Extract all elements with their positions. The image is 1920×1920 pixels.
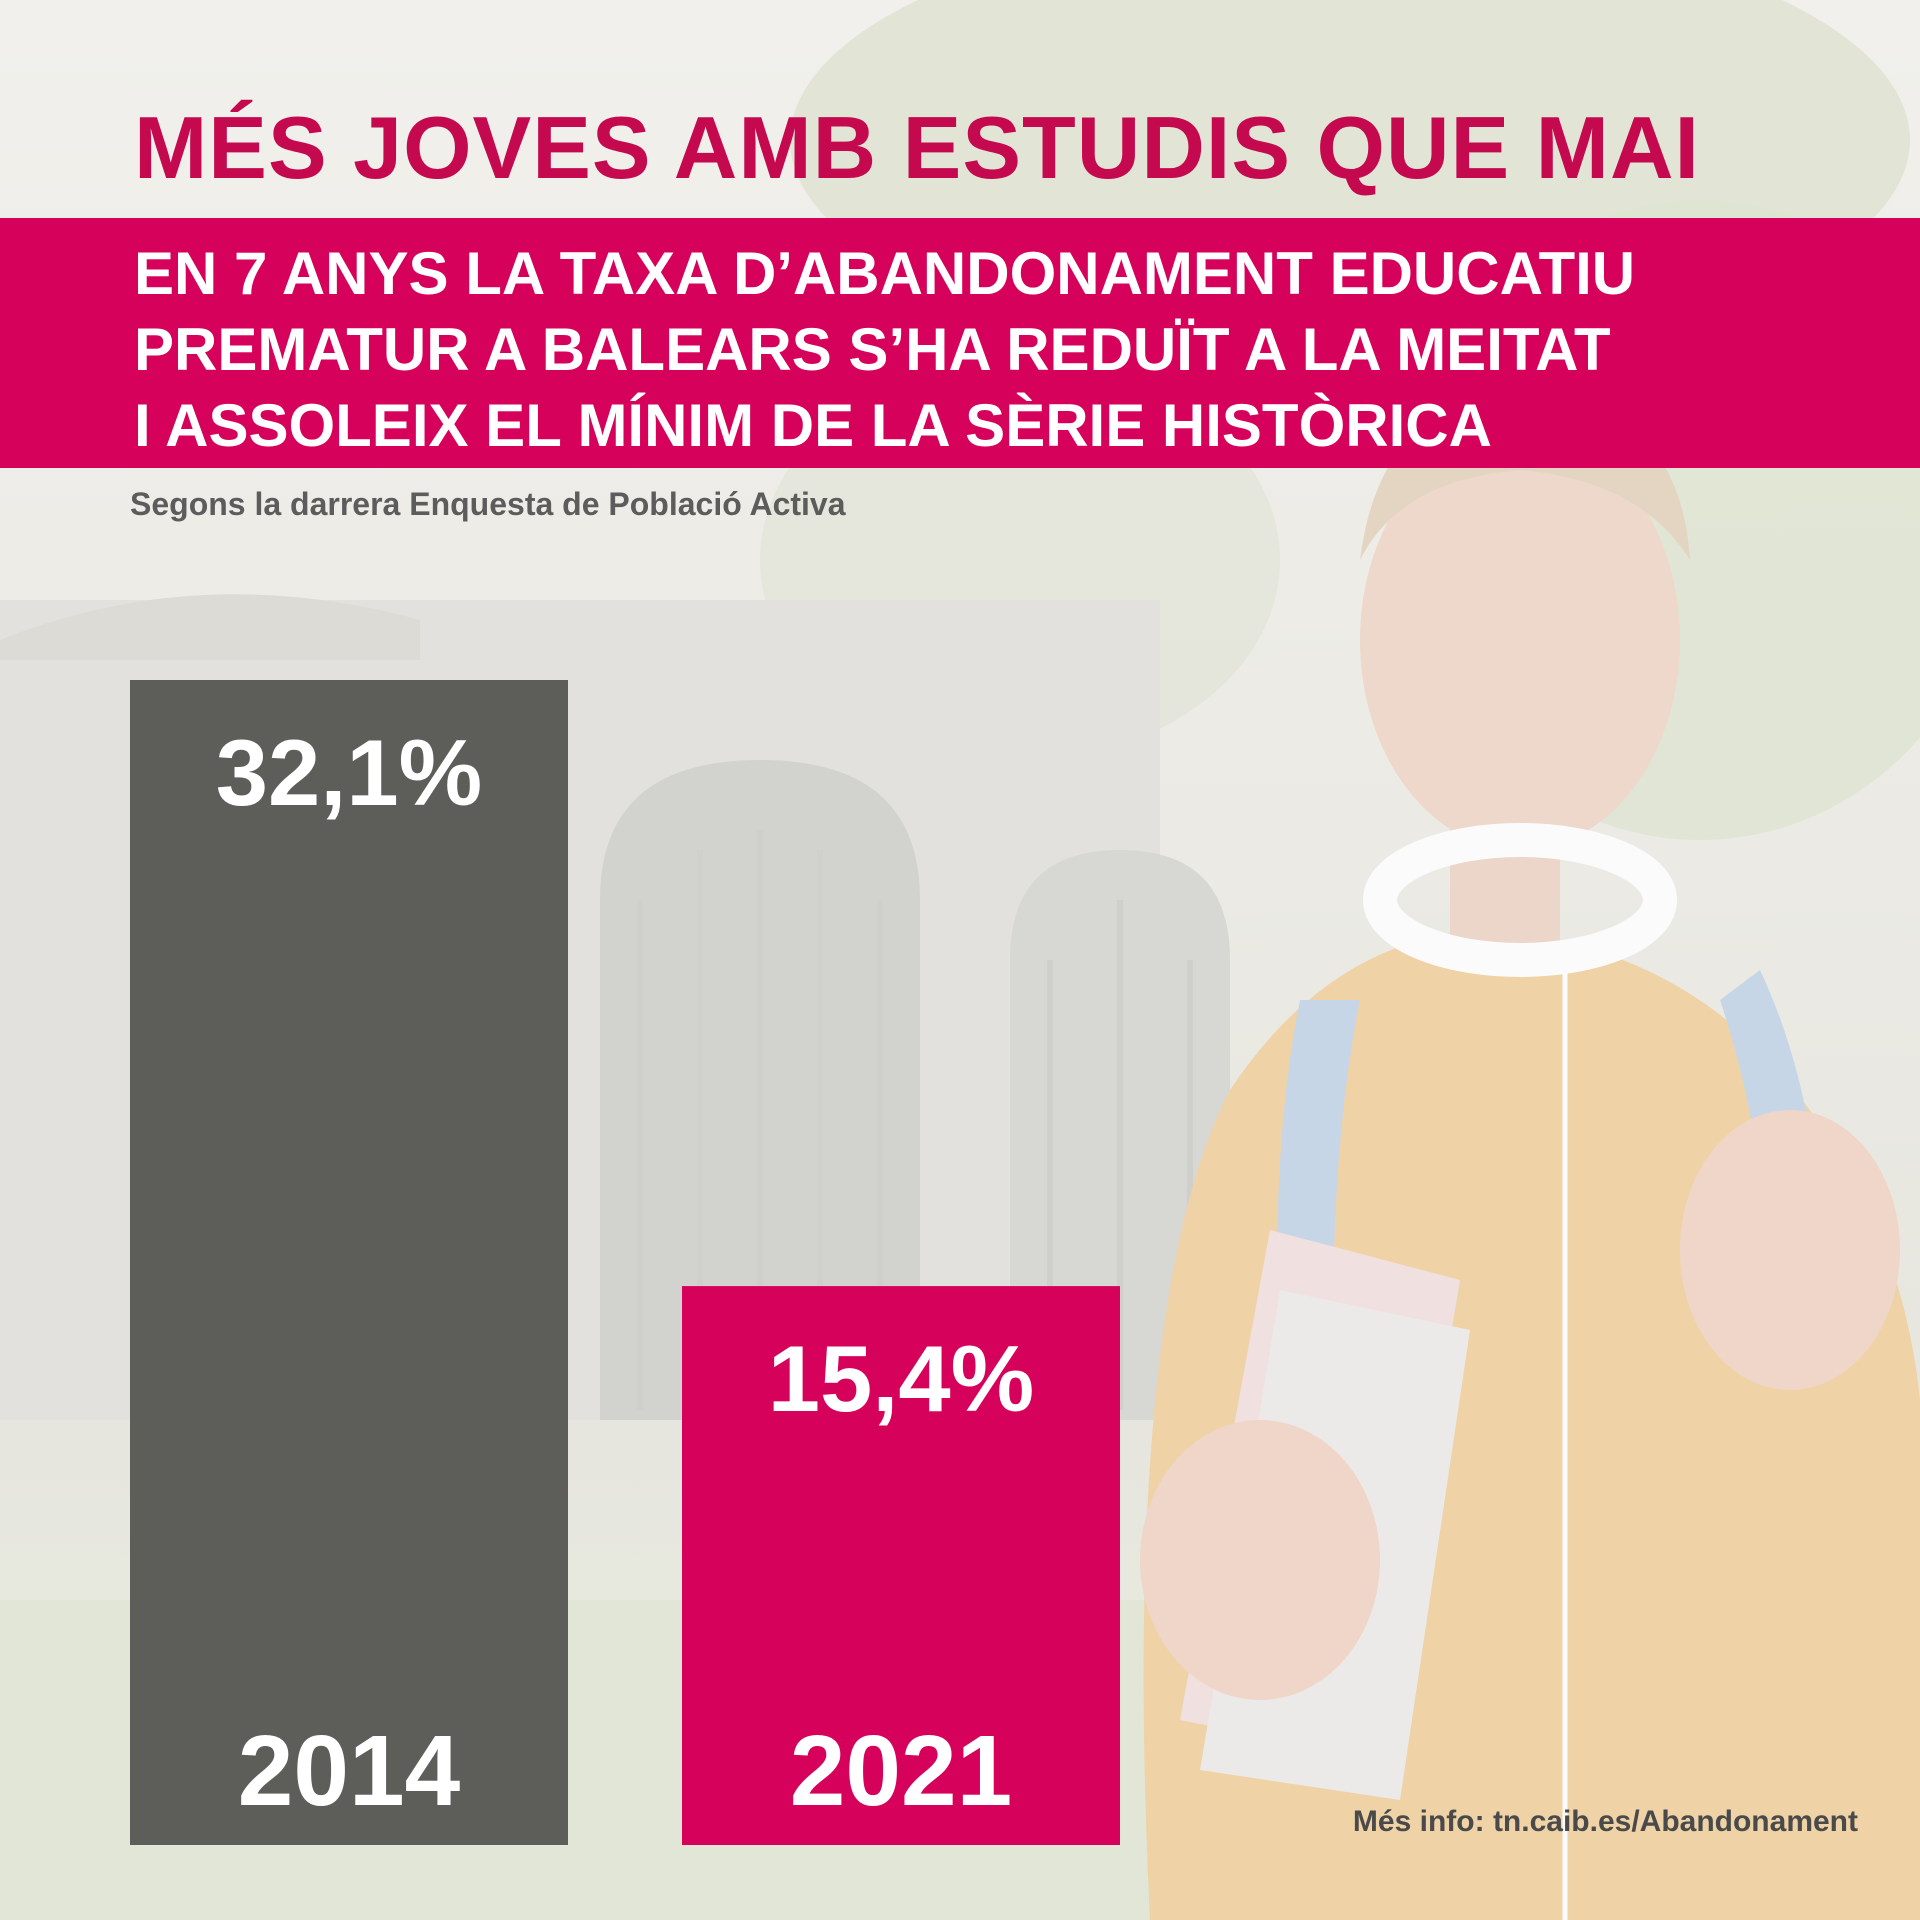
headline-line-1: EN 7 ANYS LA TAXA D’ABANDONAMENT EDUCATI… bbox=[134, 240, 1636, 307]
more-info-label: Més info: bbox=[1352, 1805, 1485, 1838]
bar-category-label: 2014 bbox=[238, 1715, 461, 1827]
more-info: Més info: tn.caib.es/Abandonament bbox=[1353, 1805, 1858, 1839]
headline-text: EN 7 ANYS LA TAXA D’ABANDONAMENT EDUCATI… bbox=[134, 236, 1635, 464]
headline-banner: EN 7 ANYS LA TAXA D’ABANDONAMENT EDUCATI… bbox=[0, 218, 1920, 468]
bar-2021 bbox=[682, 1286, 1120, 1845]
bar-value-label: 15,4% bbox=[768, 1326, 1035, 1431]
more-info-link[interactable]: tn.caib.es/Abandonament bbox=[1492, 1805, 1858, 1838]
bar-2014 bbox=[130, 680, 568, 1845]
source-note: Segons la darrera Enquesta de Població A… bbox=[130, 486, 846, 522]
bar-value-label: 32,1% bbox=[216, 720, 483, 825]
bar-category-label: 2021 bbox=[790, 1715, 1012, 1827]
headline-line-2: PREMATUR A BALEARS S’HA REDUÏT A LA MEIT… bbox=[134, 316, 1611, 383]
page-title: MÉS JOVES AMB ESTUDIS QUE MAI bbox=[134, 98, 1700, 197]
headline-line-3: I ASSOLEIX EL MÍNIM DE LA SÈRIE HISTÒRIC… bbox=[134, 392, 1492, 459]
